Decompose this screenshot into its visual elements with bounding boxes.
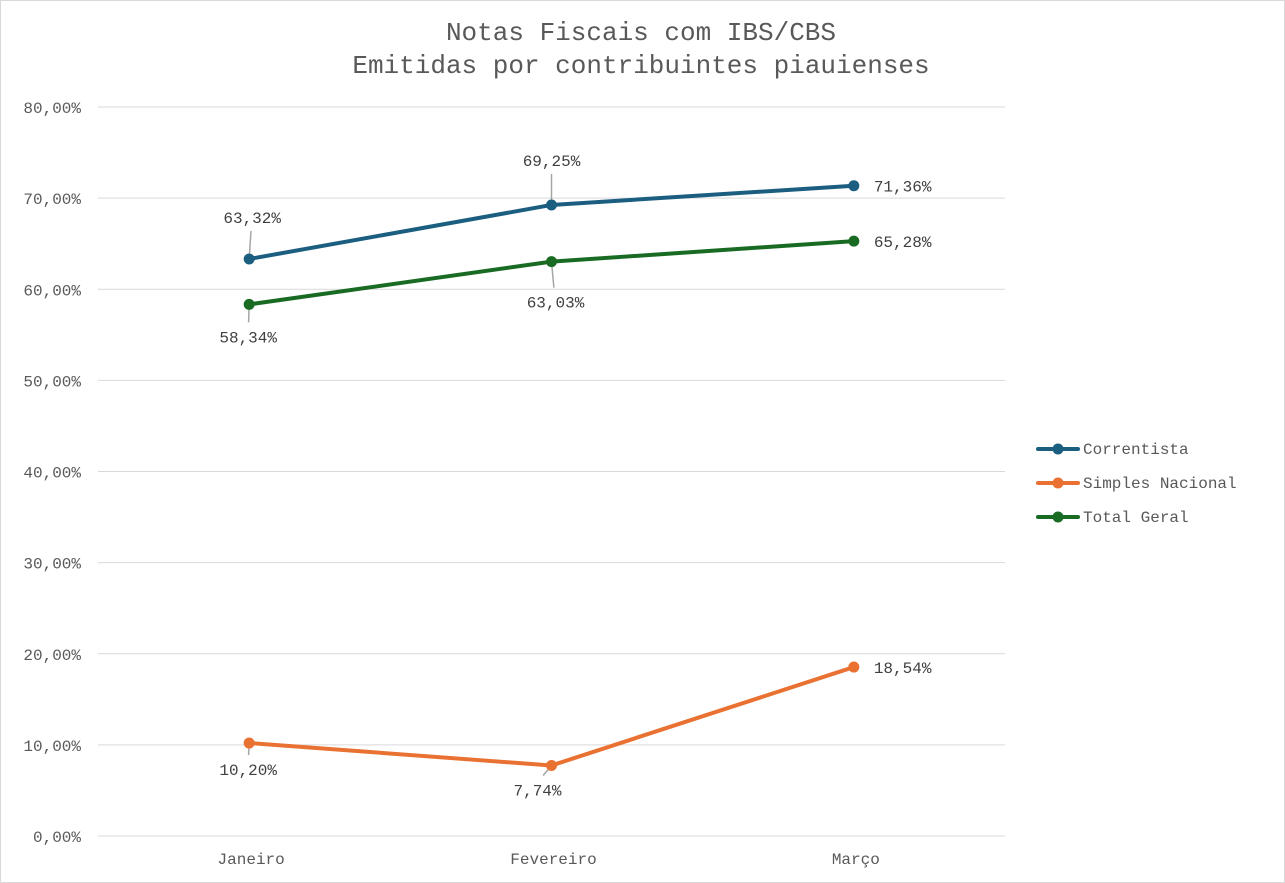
data-point: [546, 256, 557, 268]
data-label: 63,32%: [223, 210, 281, 228]
legend-marker: [1052, 443, 1064, 455]
series-line: [247, 665, 856, 768]
y-tick-label: 70,00%: [23, 191, 81, 209]
data-point: [848, 235, 860, 247]
data-point: [243, 737, 255, 749]
chart-title-line-1: Notas Fiscais com IBS/CBS: [446, 18, 836, 48]
data-label: 10,20%: [219, 762, 277, 780]
data-label: 7,74%: [513, 782, 561, 800]
data-point: [546, 759, 557, 771]
series-total-geral: 58,34% 63,03% 65,28%: [219, 234, 931, 347]
data-point: [243, 253, 255, 265]
data-point: [848, 661, 860, 673]
chart-title-line-2: Emitidas por contribuintes piauienses: [352, 51, 929, 81]
legend-marker: [1052, 511, 1064, 523]
data-point: [546, 199, 557, 211]
x-tick-label: Fevereiro: [510, 851, 596, 869]
data-label: 63,03%: [527, 295, 585, 313]
data-label: 71,36%: [874, 179, 932, 197]
legend-item[interactable]: Total Geral: [1036, 509, 1189, 527]
y-tick-label: 40,00%: [23, 465, 81, 483]
data-label: 18,54%: [874, 660, 932, 678]
data-label: 65,28%: [874, 234, 932, 252]
y-tick-label: 80,00%: [23, 100, 81, 118]
legend-label: Correntista: [1083, 441, 1189, 459]
data-point: [243, 298, 255, 310]
legend-marker: [1052, 477, 1064, 489]
y-tick-label: 10,00%: [23, 738, 81, 756]
data-label: 58,34%: [219, 329, 277, 347]
data-point: [848, 180, 860, 192]
y-tick-label: 20,00%: [23, 647, 81, 665]
y-tick-label: 30,00%: [23, 556, 81, 574]
series-simples-nacional: 10,20% 7,74% 18,54%: [219, 660, 931, 800]
y-tick-label: 0,00%: [33, 829, 81, 847]
x-tick-label: Janeiro: [218, 851, 285, 869]
data-label: 69,25%: [523, 153, 581, 171]
legend-item[interactable]: Correntista: [1036, 441, 1189, 459]
legend-item[interactable]: Simples Nacional: [1036, 475, 1237, 493]
legend-label: Total Geral: [1083, 509, 1189, 527]
y-tick-label: 60,00%: [23, 282, 81, 300]
y-tick-label: 50,00%: [23, 373, 81, 391]
x-tick-label: Março: [832, 851, 880, 869]
legend-label: Simples Nacional: [1083, 475, 1237, 493]
series-correntista: 63,32% 69,25% 71,36%: [223, 153, 932, 265]
